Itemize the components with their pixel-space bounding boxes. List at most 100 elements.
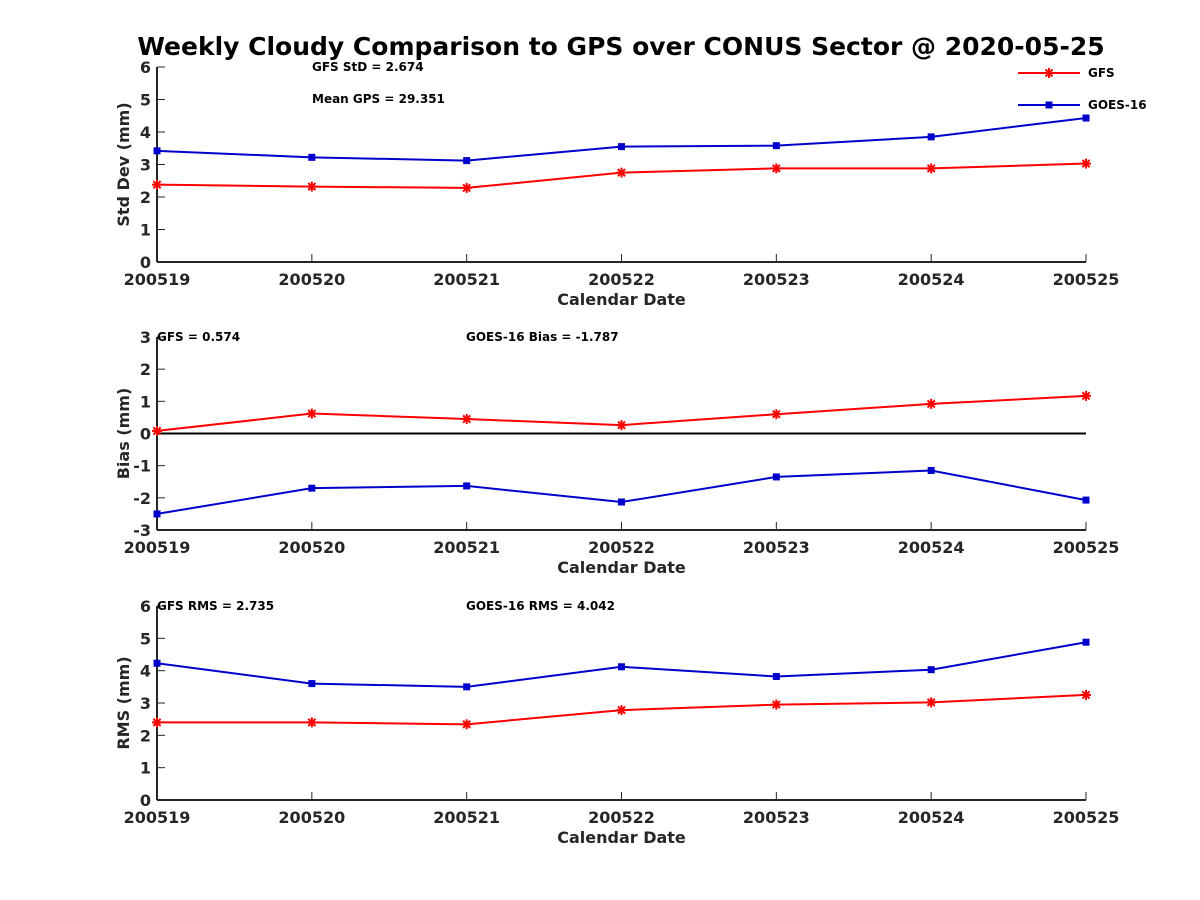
x-tick-label: 200522 [588, 270, 655, 289]
y-tick-label: 4 [140, 662, 151, 681]
data-point-gfs [306, 408, 317, 419]
figure-title: Weekly Cloudy Comparison to GPS over CON… [137, 32, 1104, 61]
x-tick-label: 200522 [588, 808, 655, 827]
series-goes-16 [153, 466, 1090, 518]
x-tick-label: 200520 [278, 538, 345, 557]
x-tick-label: 200521 [433, 270, 500, 289]
x-tick-label: 200520 [278, 270, 345, 289]
y-axis-label: Std Dev (mm) [114, 102, 133, 226]
series-goes-16 [153, 114, 1090, 165]
data-point-goes-16 [772, 142, 780, 150]
panel-rms-mm-: 0 1 2 3 4 5 6 200519 200520 200521 200522 200523 200… [114, 597, 1119, 847]
y-tick-label: 4 [140, 123, 151, 142]
y-tick-label: 1 [140, 759, 151, 778]
data-point-gfs [1081, 689, 1091, 700]
data-point-goes-16 [1082, 114, 1090, 122]
y-tick-label: 3 [140, 694, 151, 713]
data-point-goes-16 [618, 498, 625, 506]
stat-annotation: GOES-16 Bias = -1.787 [466, 330, 619, 344]
data-point-gfs [616, 167, 627, 178]
x-tick-label: 200524 [898, 538, 965, 557]
data-point-gfs [1081, 158, 1091, 169]
legend-entry-goes-16: GOES-16 [1018, 98, 1147, 112]
y-tick-label: 0 [140, 253, 151, 272]
x-tick-label: 200524 [898, 270, 965, 289]
y-tick-label: 3 [140, 156, 151, 175]
y-tick-label: 2 [140, 188, 151, 207]
legend-marker [1045, 101, 1053, 109]
legend: GFS GOES-16 [1018, 66, 1147, 112]
data-point-gfs [152, 425, 162, 436]
x-tick-label: 200522 [588, 538, 655, 557]
x-tick-label: 200521 [433, 808, 500, 827]
data-point-gfs [771, 699, 782, 710]
data-point-goes-16 [308, 153, 316, 161]
data-point-gfs [771, 163, 782, 174]
data-point-gfs [152, 179, 162, 190]
y-tick-label: 6 [140, 58, 151, 77]
x-tick-label: 200523 [743, 808, 810, 827]
data-point-gfs [461, 414, 472, 425]
data-point-gfs [1081, 390, 1091, 401]
data-point-goes-16 [308, 484, 316, 492]
data-point-gfs [306, 181, 317, 192]
stat-annotation: Mean GPS = 29.351 [312, 92, 445, 106]
data-point-goes-16 [927, 133, 935, 141]
panel-bias-mm-: -3 -2 -1 0 1 2 3 200519 200520 200521 200522 200523… [114, 328, 1119, 577]
data-point-goes-16 [463, 157, 471, 165]
data-point-gfs [926, 398, 937, 409]
x-axis-label: Calendar Date [557, 828, 686, 847]
y-tick-label: 5 [140, 629, 151, 648]
stat-annotation: GOES-16 RMS = 4.042 [466, 599, 615, 613]
data-point-goes-16 [153, 147, 161, 155]
data-point-goes-16 [772, 473, 780, 481]
data-point-gfs [926, 163, 937, 174]
data-point-goes-16 [463, 482, 471, 490]
x-axis-label: Calendar Date [557, 290, 686, 309]
y-tick-label: 1 [140, 392, 151, 411]
x-tick-label: 200519 [124, 808, 191, 827]
x-tick-label: 200519 [124, 538, 191, 557]
y-tick-label: 5 [140, 91, 151, 110]
data-point-goes-16 [463, 683, 471, 691]
data-point-goes-16 [1082, 496, 1090, 504]
data-point-gfs [771, 409, 782, 420]
y-tick-label: 3 [140, 328, 151, 347]
data-point-goes-16 [927, 666, 935, 674]
data-point-gfs [461, 182, 472, 193]
data-point-goes-16 [618, 143, 625, 151]
x-axis-label: Calendar Date [557, 558, 686, 577]
stat-annotation: GFS StD = 2.674 [312, 60, 424, 74]
series-line-goes-16 [156, 117, 1087, 162]
y-tick-label: 0 [140, 791, 151, 810]
y-tick-label: 6 [140, 597, 151, 616]
y-tick-label: 2 [140, 726, 151, 745]
x-tick-label: 200525 [1053, 538, 1120, 557]
legend-label: GFS [1088, 66, 1115, 80]
series-gfs [152, 158, 1091, 193]
y-tick-label: 0 [140, 425, 151, 444]
data-point-goes-16 [308, 680, 316, 688]
stat-annotation: GFS RMS = 2.735 [157, 599, 274, 613]
data-point-gfs [616, 705, 627, 716]
panel-std-dev-mm-: 0 1 2 3 4 5 6 200519 200520 200521 200522 200523 200… [114, 58, 1119, 309]
legend-entry-gfs: GFS [1018, 66, 1115, 80]
legend-label: GOES-16 [1088, 98, 1147, 112]
stat-annotation: GFS = 0.574 [157, 330, 240, 344]
x-tick-label: 200523 [743, 270, 810, 289]
x-tick-label: 200525 [1053, 270, 1120, 289]
x-tick-label: 200519 [124, 270, 191, 289]
y-axis-label: RMS (mm) [114, 656, 133, 749]
y-tick-label: -3 [133, 521, 151, 540]
data-point-gfs [152, 717, 162, 728]
data-point-gfs [926, 697, 937, 708]
series-gfs [152, 689, 1091, 730]
legend-marker [1044, 68, 1054, 78]
x-tick-label: 200524 [898, 808, 965, 827]
y-tick-label: 2 [140, 360, 151, 379]
data-point-gfs [461, 719, 472, 730]
data-point-goes-16 [153, 659, 161, 667]
x-tick-label: 200521 [433, 538, 500, 557]
x-tick-label: 200525 [1053, 808, 1120, 827]
